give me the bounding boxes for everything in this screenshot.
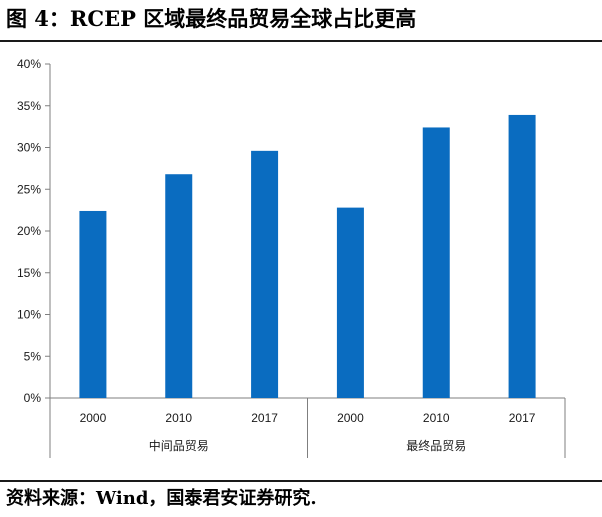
source-note: 资料来源：Wind，国泰君安证券研究. <box>6 488 317 509</box>
y-tick-label: 5% <box>24 349 42 363</box>
bar <box>336 207 364 398</box>
group-label: 最终品贸易 <box>406 438 466 453</box>
x-tick-label: 2017 <box>251 411 278 425</box>
bar-chart: 0% 5% 10% 15% 20% 25% 30% 35% 40% 2000 2010 2017 中间品… <box>17 57 566 458</box>
y-tick-label: 40% <box>17 57 41 71</box>
title-rule <box>0 40 602 42</box>
x-tick-label: 2010 <box>165 411 192 425</box>
chart-area: 0% 5% 10% 15% 20% 25% 30% 35% 40% 2000 2010 2017 中间品… <box>0 44 602 476</box>
y-tick-label: 30% <box>17 141 41 155</box>
x-tick-label: 2000 <box>80 411 107 425</box>
y-tick-label: 0% <box>24 391 42 405</box>
x-tick-label: 2017 <box>509 411 536 425</box>
bar <box>79 210 107 398</box>
x-tick-label: 2000 <box>337 411 364 425</box>
figure-title: 图 4：RCEP 区域最终品贸易全球占比更高 <box>6 6 417 31</box>
y-tick-label: 15% <box>17 266 41 280</box>
y-tick-label: 10% <box>17 308 41 322</box>
x-tick-label: 2010 <box>423 411 450 425</box>
bar <box>508 114 536 398</box>
bar <box>165 174 193 398</box>
y-tick-label: 25% <box>17 182 41 196</box>
bar <box>422 127 450 399</box>
y-tick-label: 35% <box>17 99 41 113</box>
group-label: 中间品贸易 <box>149 438 209 453</box>
source-rule <box>0 480 602 482</box>
y-tick-label: 20% <box>17 224 41 238</box>
bar <box>251 150 279 398</box>
